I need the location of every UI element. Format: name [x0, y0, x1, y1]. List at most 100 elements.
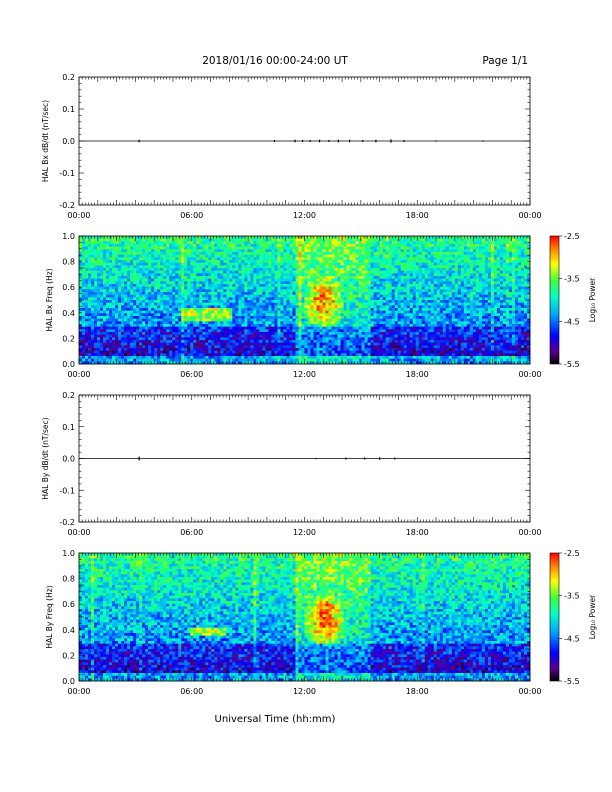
spectrogram-cell [145, 340, 148, 343]
spectrogram-cell [130, 356, 133, 359]
spectrogram-cell [103, 340, 106, 343]
spectrogram-cell [169, 335, 172, 338]
spectrogram-cell [145, 284, 148, 287]
spectrogram-cell [208, 236, 211, 239]
spectrogram-cell [166, 359, 169, 362]
spectrogram-cell [259, 265, 262, 268]
spectrogram-cell [205, 313, 208, 316]
spectrogram-cell [344, 319, 347, 322]
spectrogram-cell [160, 335, 163, 338]
spectrogram-cell [136, 316, 139, 319]
spectrogram-cell [145, 279, 148, 282]
spectrogram-cell [350, 273, 353, 276]
spectrogram-cell [187, 263, 190, 266]
spectrogram-cell [320, 257, 323, 260]
spectrogram-cell [262, 348, 265, 351]
spectrogram-cell [289, 281, 292, 284]
spectrogram-cell [277, 268, 280, 271]
spectrogram-cell [193, 239, 196, 242]
spectrogram-cell [85, 247, 88, 250]
spectrogram-cell [256, 244, 259, 247]
spectrogram-cell [85, 257, 88, 260]
spectrogram-cell [329, 327, 332, 330]
spectrogram-cell [308, 300, 311, 303]
spectrogram-cell [301, 260, 304, 263]
spectrogram-cell [136, 359, 139, 362]
spectrogram-cell [175, 265, 178, 268]
spectrogram-cell [253, 249, 256, 252]
spectrogram-cell [253, 356, 256, 359]
spectrogram-cell [199, 276, 202, 279]
spectrogram-cell [112, 348, 115, 351]
spectrogram-cell [226, 300, 229, 303]
spectrogram-cell [208, 343, 211, 346]
spectrogram-cell [292, 343, 295, 346]
spectrogram-cell [175, 247, 178, 250]
spectrogram-cell [202, 340, 205, 343]
spectrogram-cell [187, 305, 190, 308]
spectrogram-cell [335, 273, 338, 276]
spectrogram-cell [172, 241, 175, 244]
spectrogram-cell [244, 297, 247, 300]
spectrogram-cell [97, 356, 100, 359]
spectrogram-cell [347, 268, 350, 271]
spectrogram-cell [286, 252, 289, 255]
spectrogram-cell [130, 236, 133, 239]
spectrogram-cell [229, 305, 232, 308]
spectrogram-cell [112, 335, 115, 338]
spectrogram-cell [259, 319, 262, 322]
spectrogram-cell [238, 295, 241, 298]
spectrogram-cell [335, 313, 338, 316]
spectrogram-cell [196, 321, 199, 324]
spectrogram-cell [341, 276, 344, 279]
spectrogram-cell [256, 300, 259, 303]
spectrogram-cell [271, 324, 274, 327]
spectrogram-cell [295, 316, 298, 319]
spectrogram-cell [329, 345, 332, 348]
spectrogram-cell [109, 284, 112, 287]
spectrogram-cell [217, 353, 220, 356]
spectrogram-cell [362, 239, 365, 242]
spectrogram-cell [317, 265, 320, 268]
spectrogram-cell [82, 305, 85, 308]
spectrogram-cell [184, 329, 187, 332]
spectrogram-cell [85, 351, 88, 354]
spectrogram-cell [292, 353, 295, 356]
spectrogram-cell [205, 335, 208, 338]
spectrogram-cell [97, 327, 100, 330]
spectrogram-cell [169, 271, 172, 274]
spectrogram-cell [184, 316, 187, 319]
spectrogram-cell [172, 300, 175, 303]
spectrogram-cell [88, 327, 91, 330]
spectrogram-cell [274, 292, 277, 295]
spectrogram-cell [365, 327, 368, 330]
spectrogram-cell [79, 348, 82, 351]
spectrogram-cell [286, 332, 289, 335]
spectrogram-cell [157, 287, 160, 290]
spectrogram-cell [311, 271, 314, 274]
spectrogram-cell [151, 287, 154, 290]
spectrogram-cell [202, 247, 205, 250]
spectrogram-cell [166, 287, 169, 290]
spectrogram-cell [100, 324, 103, 327]
spectrogram-cell [259, 287, 262, 290]
spectrogram-cell [127, 351, 130, 354]
spectrogram-cell [118, 316, 121, 319]
spectrogram-cell [136, 249, 139, 252]
spectrogram-cell [142, 287, 145, 290]
spectrogram-cell [133, 327, 136, 330]
spectrogram-cell [97, 305, 100, 308]
spectrogram-cell [320, 335, 323, 338]
spectrogram-cell [320, 271, 323, 274]
spectrogram-cell [329, 244, 332, 247]
spectrogram-cell [103, 295, 106, 298]
spectrogram-cell [326, 359, 329, 362]
spectrogram-cell [91, 356, 94, 359]
spectrogram-cell [139, 236, 142, 239]
spectrogram-cell [79, 271, 82, 274]
spectrogram-cell [88, 329, 91, 332]
spectrogram-cell [259, 279, 262, 282]
spectrogram-cell [332, 337, 335, 340]
spectrogram-cell [208, 313, 211, 316]
spectrogram-cell [317, 308, 320, 311]
